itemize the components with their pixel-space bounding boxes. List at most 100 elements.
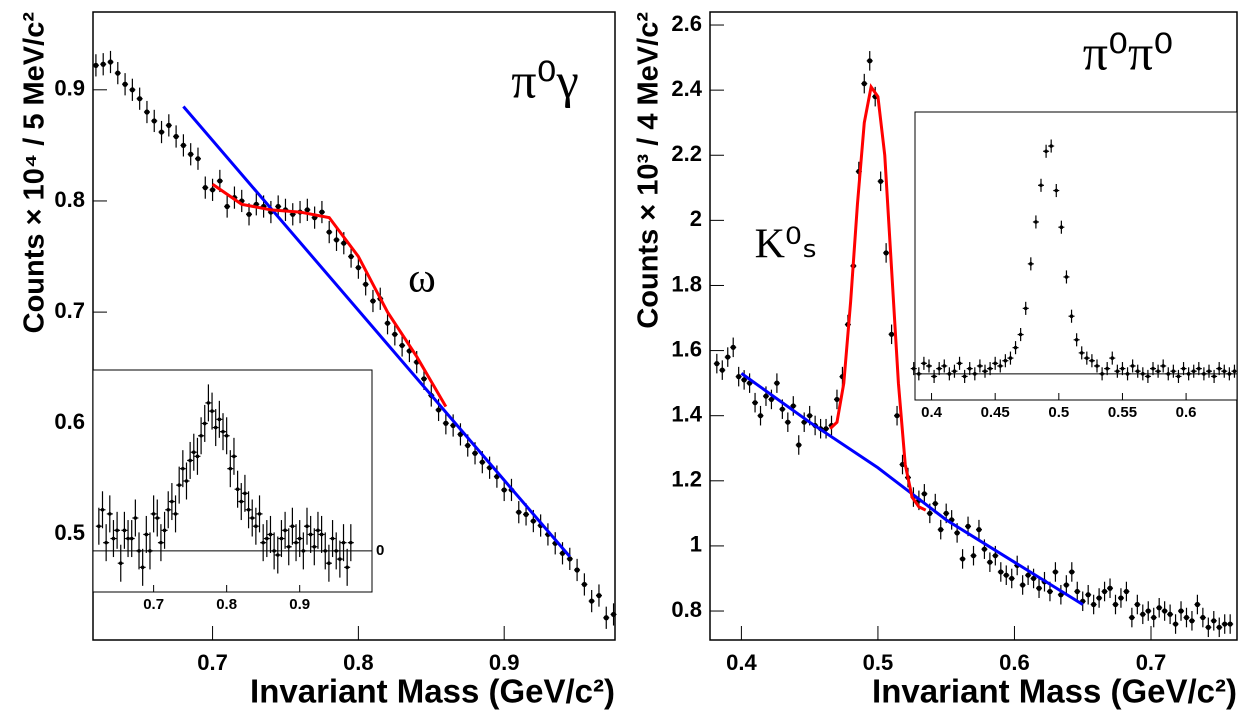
data-point xyxy=(341,540,346,545)
data-point xyxy=(523,511,529,517)
data-point xyxy=(1162,608,1168,614)
data-point xyxy=(246,507,251,512)
data-point xyxy=(304,207,310,213)
data-point xyxy=(159,540,163,545)
data-point xyxy=(209,187,216,193)
data-point xyxy=(341,240,347,246)
data-point xyxy=(967,366,972,371)
data-point xyxy=(927,510,933,516)
data-point xyxy=(465,442,471,449)
data-point xyxy=(993,361,997,366)
x-axis-label: Invariant Mass (GeV/c²) xyxy=(250,673,615,710)
data-point xyxy=(1212,374,1216,379)
x-tick-label: 0.4 xyxy=(726,650,757,675)
data-point xyxy=(796,442,802,448)
data-point xyxy=(1129,614,1135,621)
data-point xyxy=(1074,588,1080,595)
x-tick-label: 0.55 xyxy=(1108,404,1137,421)
y-tick-label: 2.4 xyxy=(671,76,702,101)
data-point xyxy=(736,374,742,380)
data-point xyxy=(1151,614,1157,621)
data-point xyxy=(1059,225,1064,229)
data-point xyxy=(392,331,398,337)
data-point xyxy=(1100,372,1104,376)
data-point xyxy=(279,536,284,541)
data-point xyxy=(1134,601,1140,608)
y-tick-label: 0.8 xyxy=(54,187,85,212)
data-point xyxy=(978,364,982,368)
x-tick-label: 0.6 xyxy=(999,650,1030,675)
data-point xyxy=(213,425,218,430)
data-point xyxy=(1115,369,1120,374)
data-point xyxy=(122,528,127,533)
data-point xyxy=(1191,369,1196,374)
data-point xyxy=(1181,366,1186,371)
data-point xyxy=(1013,345,1018,350)
data-point xyxy=(725,354,731,360)
data-point xyxy=(272,549,276,553)
data-point xyxy=(768,396,775,403)
y-tick-label: 1.4 xyxy=(671,402,702,427)
data-point xyxy=(596,592,602,599)
data-point xyxy=(166,122,172,128)
inset-frame xyxy=(914,111,1238,401)
data-point xyxy=(115,70,121,76)
data-point xyxy=(1107,585,1113,591)
data-point xyxy=(301,549,306,553)
data-point xyxy=(867,58,873,64)
data-point xyxy=(1130,364,1135,368)
data-point xyxy=(1091,601,1097,608)
data-point xyxy=(942,364,947,368)
data-point xyxy=(1020,582,1026,588)
data-point xyxy=(1123,588,1130,595)
data-point xyxy=(399,342,405,349)
x-tick-label: 0.7 xyxy=(1136,650,1167,675)
data-point xyxy=(349,540,353,545)
data-point xyxy=(559,550,566,556)
data-point xyxy=(1141,372,1145,376)
data-point xyxy=(1085,592,1091,598)
data-point xyxy=(184,479,189,483)
data-point xyxy=(254,524,258,529)
y-tick-label: 1 xyxy=(690,532,702,557)
data-point xyxy=(834,396,840,403)
annotation: ω xyxy=(408,256,436,302)
data-point xyxy=(516,509,522,515)
y-tick-label: 0.5 xyxy=(54,520,85,545)
data-point xyxy=(938,527,944,533)
y-tick-label: 1.8 xyxy=(671,271,702,296)
data-point xyxy=(1125,372,1130,376)
data-point xyxy=(1079,351,1084,355)
data-point xyxy=(232,454,236,459)
data-point xyxy=(327,561,331,566)
data-point xyxy=(932,374,936,379)
data-point xyxy=(162,528,167,533)
x-tick-label: 0.6 xyxy=(1176,404,1197,421)
y-tick-label: 2 xyxy=(690,206,702,231)
data-point xyxy=(268,532,273,537)
data-point xyxy=(1069,569,1075,575)
data-point xyxy=(257,512,262,516)
data-point xyxy=(921,491,927,497)
data-point xyxy=(177,483,181,487)
data-point xyxy=(191,450,196,455)
data-point xyxy=(355,265,361,271)
data-point xyxy=(785,419,791,425)
data-point xyxy=(962,374,967,379)
data-point xyxy=(1222,369,1227,374)
data-point xyxy=(173,512,178,516)
data-point xyxy=(894,413,900,419)
data-point xyxy=(1008,356,1013,360)
data-point xyxy=(1052,569,1059,575)
data-point xyxy=(965,523,971,529)
data-point xyxy=(1135,369,1140,374)
data-point xyxy=(323,549,328,553)
data-point xyxy=(1023,306,1028,311)
data-point xyxy=(333,237,340,243)
data-point xyxy=(1140,611,1146,617)
x-axis-label: Invariant Mass (GeV/c²) xyxy=(872,673,1237,710)
data-point xyxy=(290,524,295,529)
data-point xyxy=(137,549,141,553)
data-point xyxy=(998,364,1003,368)
data-point xyxy=(261,540,265,545)
